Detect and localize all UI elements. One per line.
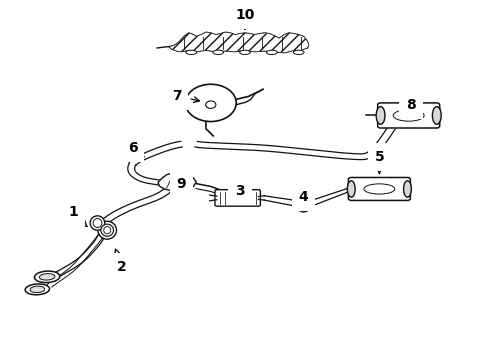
Ellipse shape	[90, 216, 105, 230]
FancyBboxPatch shape	[215, 190, 260, 206]
Ellipse shape	[30, 286, 45, 293]
Text: 5: 5	[374, 150, 384, 174]
Text: 3: 3	[235, 184, 245, 198]
Text: 1: 1	[68, 205, 87, 227]
Ellipse shape	[376, 107, 385, 124]
Text: 8: 8	[406, 98, 416, 112]
Text: 2: 2	[115, 249, 127, 274]
Ellipse shape	[213, 50, 223, 54]
Ellipse shape	[186, 50, 196, 54]
Ellipse shape	[364, 184, 395, 194]
Polygon shape	[169, 32, 309, 53]
Ellipse shape	[404, 181, 412, 197]
Text: 4: 4	[299, 190, 309, 204]
Ellipse shape	[347, 181, 355, 197]
Ellipse shape	[296, 195, 312, 212]
Ellipse shape	[104, 226, 111, 234]
Text: 10: 10	[235, 8, 255, 29]
Ellipse shape	[298, 197, 309, 209]
Text: 6: 6	[128, 141, 145, 157]
Text: 9: 9	[177, 177, 186, 190]
Text: 7: 7	[172, 89, 199, 103]
Ellipse shape	[101, 224, 114, 236]
Ellipse shape	[93, 219, 102, 228]
Ellipse shape	[301, 200, 307, 207]
Ellipse shape	[98, 221, 117, 239]
Ellipse shape	[39, 274, 55, 280]
Ellipse shape	[267, 50, 277, 54]
Ellipse shape	[185, 84, 236, 122]
Polygon shape	[169, 32, 309, 53]
Ellipse shape	[294, 50, 304, 54]
Polygon shape	[158, 173, 196, 192]
Ellipse shape	[206, 101, 216, 108]
Ellipse shape	[34, 271, 60, 283]
FancyBboxPatch shape	[348, 177, 411, 201]
Ellipse shape	[240, 50, 250, 54]
Ellipse shape	[393, 110, 424, 121]
FancyBboxPatch shape	[378, 103, 440, 128]
Ellipse shape	[432, 107, 441, 124]
Ellipse shape	[25, 284, 49, 295]
